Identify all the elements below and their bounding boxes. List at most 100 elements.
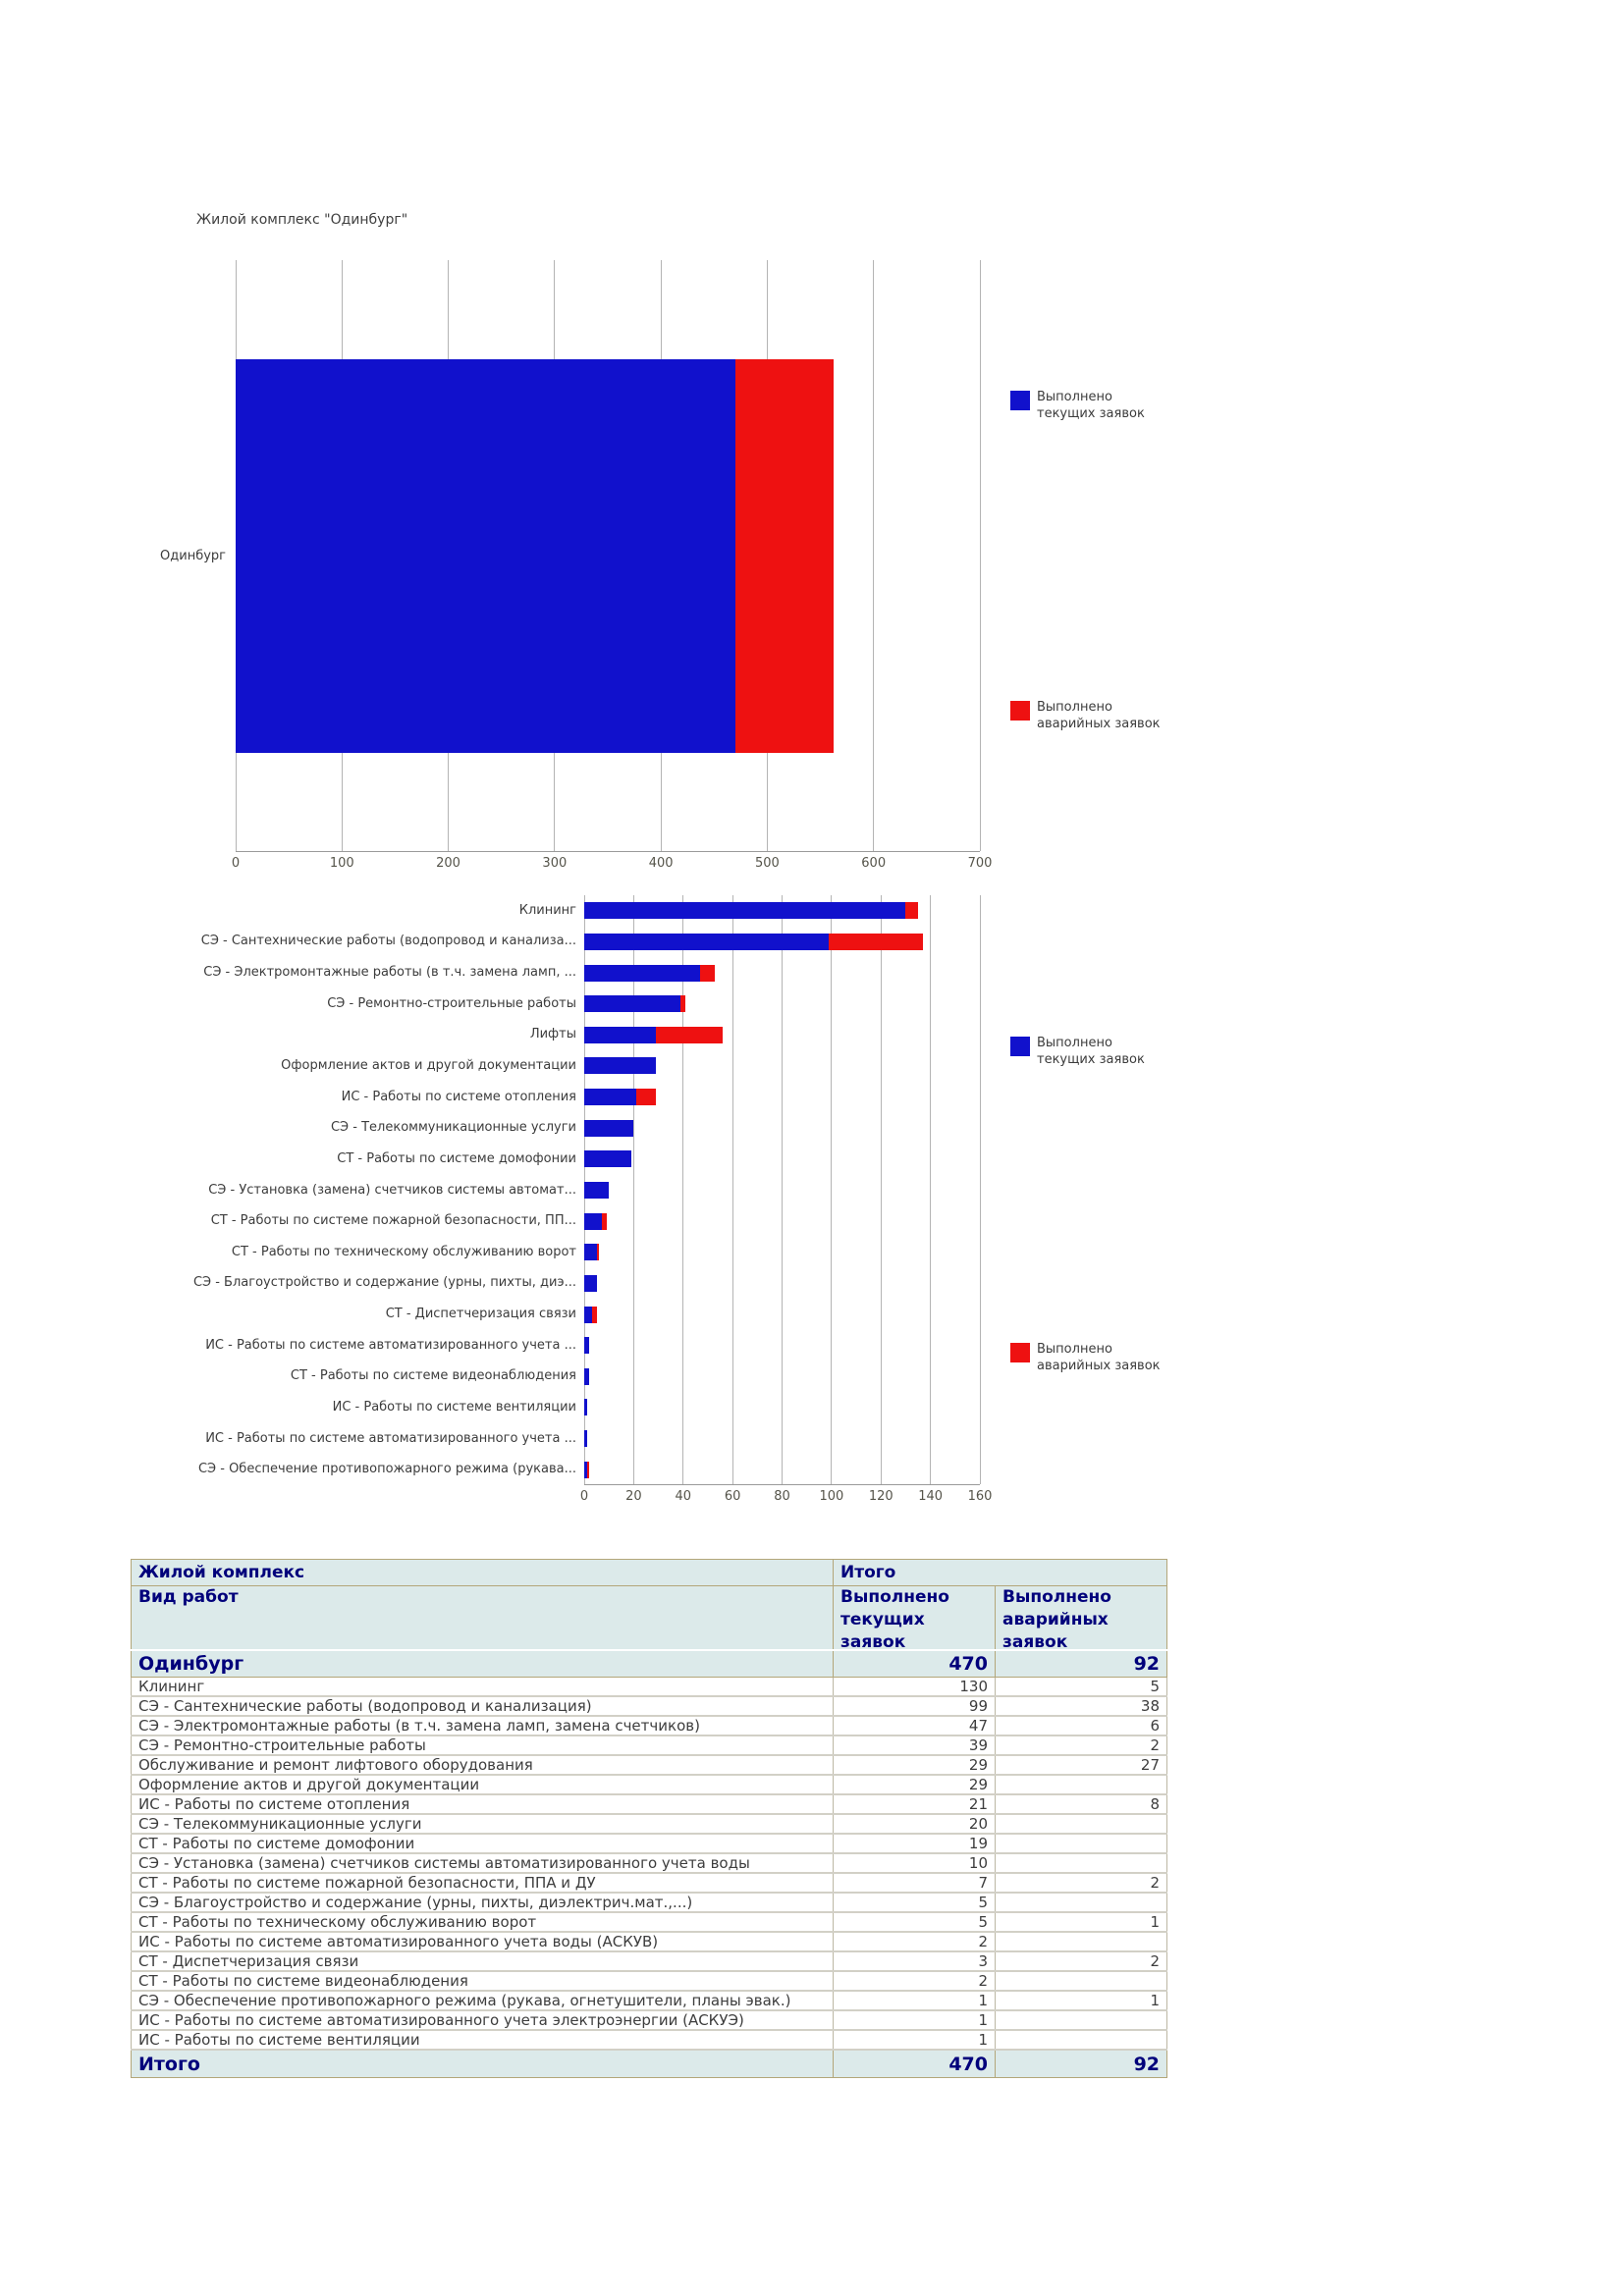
legend-label-emergency: Выполнено аварийных заявок xyxy=(1037,700,1161,731)
table-row: Оформление актов и другой документации 29 xyxy=(131,1775,1168,1795)
table-row: СТ - Работы по системе пожарной безопасн… xyxy=(131,1873,1168,1894)
legend-item-current-2: Выполнено текущих заявок xyxy=(1010,1036,1163,1068)
requests-summary-table: Жилой комплекс Итого Вид работ Выполнено… xyxy=(131,1559,1168,2078)
legend-swatch-emergency-icon xyxy=(1010,701,1030,721)
bar-segment-emergency xyxy=(656,1026,724,1043)
emergency-requests-cell: 38 xyxy=(994,1696,1168,1717)
emergency-requests-cell: 1 xyxy=(994,1991,1168,2011)
axis-tick-label: 140 xyxy=(918,1489,944,1504)
axis-tick-label: 160 xyxy=(967,1489,993,1504)
table-row: СЭ - Обеспечение противопожарного режима… xyxy=(131,1991,1168,2011)
axis-tick-label: 300 xyxy=(542,856,568,871)
work-type-cell: ИС - Работы по системе автоматизированно… xyxy=(131,1932,834,1952)
legend-item-current: Выполнено текущих заявок xyxy=(1010,390,1163,422)
category-label: СЭ - Установка (замена) счетчиков систем… xyxy=(208,1182,576,1198)
bar-segment-current xyxy=(584,1306,592,1323)
bar-segment-current xyxy=(584,902,906,920)
current-requests-cell: 3 xyxy=(833,1951,996,1972)
current-requests-cell: 1 xyxy=(833,2030,996,2051)
table-header-row-2: Вид работ Выполнено текущих заявок Выпол… xyxy=(131,1585,1168,1651)
category-label: СТ - Работы по системе видеонаблюдения xyxy=(290,1368,576,1384)
work-type-cell: СТ - Диспетчеризация связи xyxy=(131,1951,834,1972)
axis-tick-label: 80 xyxy=(774,1489,790,1504)
work-type-cell: СЭ - Электромонтажные работы (в т.ч. зам… xyxy=(131,1716,834,1736)
work-type-cell: СЭ - Ремонтно-строительные работы xyxy=(131,1735,834,1756)
gridline xyxy=(831,895,833,1484)
category-label: СТ - Работы по техническому обслуживанию… xyxy=(231,1244,576,1259)
grand-total-emergency: 92 xyxy=(994,2049,1168,2078)
axis-tick-label: 600 xyxy=(861,856,887,871)
category-label: СЭ - Сантехнические работы (водопровод и… xyxy=(200,934,576,949)
category-label: Одинбург xyxy=(160,548,226,563)
emergency-requests-cell: 1 xyxy=(994,1912,1168,1933)
complex-column-header: Жилой комплекс xyxy=(131,1559,834,1586)
gridline xyxy=(782,895,783,1484)
bar-segment-emergency xyxy=(700,964,716,982)
bar-segment-emergency xyxy=(586,1461,590,1478)
axis-tick-label: 120 xyxy=(868,1489,893,1504)
current-requests-cell: 7 xyxy=(833,1873,996,1894)
category-label: ИС - Работы по системе вентиляции xyxy=(332,1399,576,1415)
work-type-cell: СЭ - Установка (замена) счетчиков систем… xyxy=(131,1853,834,1874)
work-type-cell: Обслуживание и ремонт лифтового оборудов… xyxy=(131,1755,834,1776)
bar-segment-emergency xyxy=(601,1212,607,1230)
legend-label-emergency: Выполнено аварийных заявок xyxy=(1037,1342,1161,1373)
category-label: ИС - Работы по системе отопления xyxy=(341,1089,576,1104)
emergency-requests-cell xyxy=(994,2030,1168,2051)
category-label: СЭ - Электромонтажные работы (в т.ч. зам… xyxy=(203,965,576,981)
bar-segment-emergency xyxy=(905,902,919,920)
table-row: СТ - Диспетчеризация связи 3 2 xyxy=(131,1951,1168,1972)
axis-tick-label: 700 xyxy=(967,856,993,871)
emergency-requests-cell xyxy=(994,1814,1168,1835)
bar-segment-current xyxy=(584,933,830,950)
chart1-title: Жилой комплекс "Одинбург" xyxy=(196,212,408,228)
legend-item-emergency: Выполнено аварийных заявок xyxy=(1010,700,1163,732)
bar-segment-current xyxy=(584,1026,657,1043)
bar-segment-emergency xyxy=(734,359,834,753)
legend-swatch-emergency-icon xyxy=(1010,1343,1030,1362)
table-row: ИС - Работы по системе автоматизированно… xyxy=(131,1932,1168,1952)
bar-segment-current xyxy=(236,359,735,753)
bar-segment-current xyxy=(584,1399,587,1416)
category-label: СЭ - Обеспечение противопожарного режима… xyxy=(197,1462,576,1477)
axis-tick-label: 100 xyxy=(819,1489,844,1504)
category-label: СТ - Диспетчеризация связи xyxy=(385,1307,576,1322)
work-type-cell: ИС - Работы по системе автоматизированно… xyxy=(131,2010,834,2031)
complex-emergency-total: 92 xyxy=(994,1649,1168,1678)
work-type-cell: ИС - Работы по системе отопления xyxy=(131,1794,834,1815)
gridline xyxy=(682,895,684,1484)
work-type-cell: СЭ - Благоустройство и содержание (урны,… xyxy=(131,1893,834,1913)
gridline xyxy=(731,895,733,1484)
work-type-cell: СЭ - Телекоммуникационные услуги xyxy=(131,1814,834,1835)
emergency-requests-cell: 27 xyxy=(994,1755,1168,1776)
bar-segment-current xyxy=(584,1461,587,1478)
bar-segment-current xyxy=(584,1337,590,1355)
axis-tick-label: 200 xyxy=(436,856,460,871)
current-requests-cell: 47 xyxy=(833,1716,996,1736)
current-requests-cell: 130 xyxy=(833,1677,996,1697)
current-requests-cell: 29 xyxy=(833,1775,996,1795)
gridline xyxy=(632,895,634,1484)
complex-name: Одинбург xyxy=(131,1649,834,1678)
axis-tick-label: 100 xyxy=(329,856,354,871)
work-type-cell: СТ - Работы по системе пожарной безопасн… xyxy=(131,1873,834,1894)
bar-segment-emergency xyxy=(596,1244,600,1261)
emergency-requests-cell: 5 xyxy=(994,1677,1168,1697)
bar-segment-current xyxy=(584,1119,634,1137)
grand-total-label: Итого xyxy=(131,2049,834,2078)
axis-tick-label: 20 xyxy=(625,1489,642,1504)
category-label: ИС - Работы по системе автоматизированно… xyxy=(205,1337,576,1353)
table-row: ИС - Работы по системе вентиляции 1 xyxy=(131,2030,1168,2051)
table-row: ИС - Работы по системе автоматизированно… xyxy=(131,2010,1168,2031)
emergency-requests-cell: 2 xyxy=(994,1873,1168,1894)
work-type-cell: СТ - Работы по системе домофонии xyxy=(131,1834,834,1854)
emergency-requests-cell xyxy=(994,1775,1168,1795)
axis-tick-label: 60 xyxy=(724,1489,741,1504)
bar-segment-current xyxy=(584,1274,597,1292)
emergency-requests-cell xyxy=(994,1853,1168,1874)
gridline xyxy=(873,260,875,851)
axis-tick-label: 40 xyxy=(675,1489,692,1504)
complex-group-row: Одинбург 470 92 xyxy=(131,1649,1168,1678)
requests-by-work-type-chart: 0 20 40 60 80 100 120 140 160 Клининг СЭ - Сантехн… xyxy=(193,895,992,1504)
current-requests-cell: 2 xyxy=(833,1971,996,1992)
